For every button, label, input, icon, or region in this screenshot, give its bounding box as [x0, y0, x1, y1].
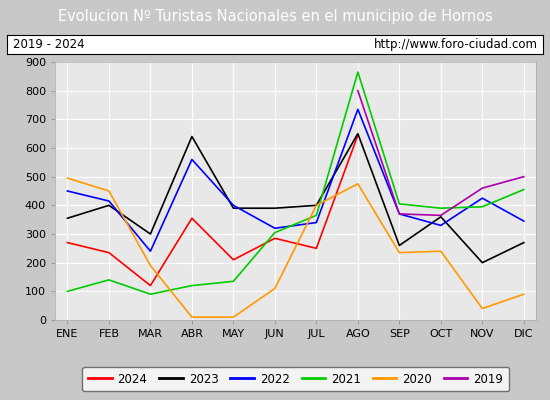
Text: 2019 - 2024: 2019 - 2024: [13, 38, 84, 51]
Legend: 2024, 2023, 2022, 2021, 2020, 2019: 2024, 2023, 2022, 2021, 2020, 2019: [82, 367, 509, 392]
Text: http://www.foro-ciudad.com: http://www.foro-ciudad.com: [374, 38, 538, 51]
Text: Evolucion Nº Turistas Nacionales en el municipio de Hornos: Evolucion Nº Turistas Nacionales en el m…: [58, 10, 492, 24]
